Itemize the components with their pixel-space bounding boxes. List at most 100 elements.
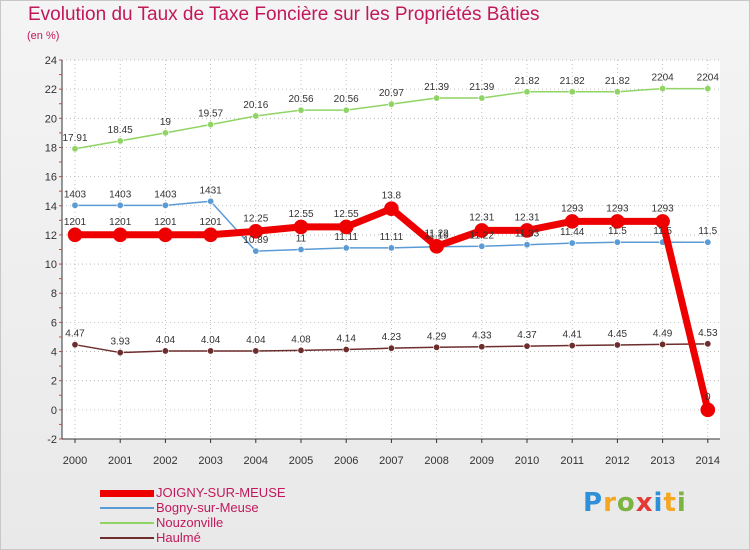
- data-point-nouzonville: [342, 106, 350, 114]
- data-point-haulme: [613, 341, 621, 349]
- data-point-joigny-sur-meuse: [248, 223, 264, 239]
- x-tick-label: 2002: [153, 455, 177, 467]
- logo-letter: o: [616, 488, 636, 518]
- data-point-joigny-sur-meuse: [384, 201, 399, 216]
- y-tick-label: 20: [45, 113, 57, 125]
- data-point-joigny-sur-meuse: [338, 219, 354, 235]
- y-tick-label: 22: [45, 84, 57, 96]
- data-point-haulme: [71, 341, 79, 349]
- legend-swatch: [100, 507, 154, 509]
- data-label-nouzonville: 2204: [651, 73, 674, 84]
- data-label-haulme: 4.37: [517, 330, 537, 341]
- data-label-haulme: 4.04: [201, 335, 221, 346]
- data-point-joigny-sur-meuse: [158, 227, 173, 243]
- x-tick-label: 2008: [424, 455, 448, 467]
- logo-letter: i: [653, 488, 664, 518]
- data-label-joigny-sur-meuse: 13.8: [382, 191, 402, 202]
- y-tick-label: 24: [45, 55, 57, 67]
- data-point-nouzonville: [207, 121, 215, 129]
- y-tick-label: -2: [47, 434, 57, 446]
- data-label-nouzonville: 20.56: [288, 94, 313, 105]
- data-label-bogny-sur-meuse: 1431: [199, 185, 222, 196]
- y-tick-label: 18: [45, 142, 57, 154]
- legend-swatch: [100, 522, 154, 524]
- data-point-bogny-sur-meuse: [116, 201, 124, 209]
- data-point-nouzonville: [71, 145, 79, 153]
- data-point-haulme: [116, 349, 124, 357]
- y-tick-label: 12: [45, 230, 57, 242]
- data-label-joigny-sur-meuse: 1201: [109, 217, 132, 228]
- data-label-nouzonville: 2204: [697, 73, 720, 84]
- data-point-bogny-sur-meuse: [478, 242, 486, 250]
- data-point-joigny-sur-meuse: [700, 402, 716, 418]
- data-label-joigny-sur-meuse: 12.55: [288, 209, 313, 220]
- data-label-nouzonville: 21.39: [424, 82, 449, 93]
- data-label-nouzonville: 20.97: [379, 88, 404, 99]
- data-label-bogny-sur-meuse: 11.11: [380, 232, 404, 243]
- proxiti-logo: Proxiti: [583, 488, 687, 518]
- data-point-bogny-sur-meuse: [568, 239, 576, 247]
- data-label-joigny-sur-meuse: 1201: [64, 217, 87, 228]
- data-point-haulme: [523, 342, 531, 350]
- x-tick-label: 2005: [289, 455, 313, 467]
- data-point-bogny-sur-meuse: [71, 201, 79, 209]
- data-label-bogny-sur-meuse: 11.44: [560, 227, 585, 238]
- data-label-bogny-sur-meuse: 11.19: [424, 231, 449, 242]
- data-label-bogny-sur-meuse: 11.5: [698, 226, 717, 237]
- legend-label: Nouzonville: [156, 515, 224, 530]
- data-label-nouzonville: 21.82: [560, 76, 585, 87]
- data-label-nouzonville: 21.82: [605, 76, 630, 87]
- data-label-bogny-sur-meuse: 11.11: [334, 232, 358, 243]
- x-tick-label: 2004: [244, 455, 268, 467]
- data-point-bogny-sur-meuse: [252, 247, 260, 255]
- data-point-bogny-sur-meuse: [342, 244, 350, 252]
- data-point-bogny-sur-meuse: [387, 244, 395, 252]
- data-label-nouzonville: 21.39: [469, 82, 494, 93]
- data-point-bogny-sur-meuse: [207, 197, 215, 205]
- legend-label: JOIGNY-SUR-MEUSE: [156, 485, 286, 500]
- data-point-nouzonville: [523, 88, 531, 96]
- x-tick-label: 2013: [650, 455, 674, 467]
- data-label-joigny-sur-meuse: 1201: [199, 217, 222, 228]
- data-label-joigny-sur-meuse: 1293: [651, 203, 674, 214]
- data-label-bogny-sur-meuse: 1403: [154, 189, 177, 200]
- data-label-nouzonville: 21.82: [514, 76, 539, 87]
- data-point-joigny-sur-meuse: [564, 214, 580, 229]
- data-label-haulme: 4.08: [291, 334, 311, 345]
- data-label-haulme: 4.29: [427, 331, 447, 342]
- data-label-haulme: 3.93: [110, 337, 130, 348]
- data-point-haulme: [568, 342, 576, 350]
- data-label-joigny-sur-meuse: 12.31: [514, 212, 539, 223]
- y-tick-label: 6: [51, 317, 57, 329]
- data-point-nouzonville: [252, 112, 260, 120]
- data-point-haulme: [161, 347, 169, 355]
- data-label-haulme: 4.23: [382, 332, 402, 343]
- data-label-bogny-sur-meuse: 11: [296, 234, 307, 245]
- x-tick-label: 2007: [379, 455, 403, 467]
- data-point-haulme: [207, 347, 215, 355]
- data-label-bogny-sur-meuse: 11.22: [470, 230, 495, 241]
- x-tick-label: 2009: [470, 455, 494, 467]
- x-tick-label: 2011: [560, 455, 584, 467]
- data-label-joigny-sur-meuse: 1201: [154, 217, 177, 228]
- legend-label: Bogny-sur-Meuse: [156, 500, 259, 515]
- data-point-joigny-sur-meuse: [67, 227, 83, 243]
- legend-label: Haulmé: [156, 530, 201, 545]
- data-point-joigny-sur-meuse: [610, 214, 625, 229]
- legend-swatch: [100, 489, 154, 497]
- data-point-nouzonville: [704, 85, 712, 93]
- data-point-bogny-sur-meuse: [297, 246, 305, 254]
- data-point-haulme: [433, 343, 441, 351]
- data-label-bogny-sur-meuse: 1403: [109, 189, 132, 200]
- y-tick-label: 4: [51, 347, 57, 359]
- data-label-nouzonville: 20.56: [334, 94, 359, 105]
- data-point-nouzonville: [116, 137, 124, 145]
- y-tick-label: 2: [51, 376, 57, 388]
- logo-letter: x: [635, 488, 654, 518]
- data-label-haulme: 4.53: [698, 328, 718, 339]
- y-tick-label: 0: [51, 405, 57, 417]
- y-tick-label: 16: [45, 172, 57, 184]
- data-label-bogny-sur-meuse: 11.5: [608, 226, 627, 237]
- data-label-joigny-sur-meuse: 11.22: [424, 228, 449, 239]
